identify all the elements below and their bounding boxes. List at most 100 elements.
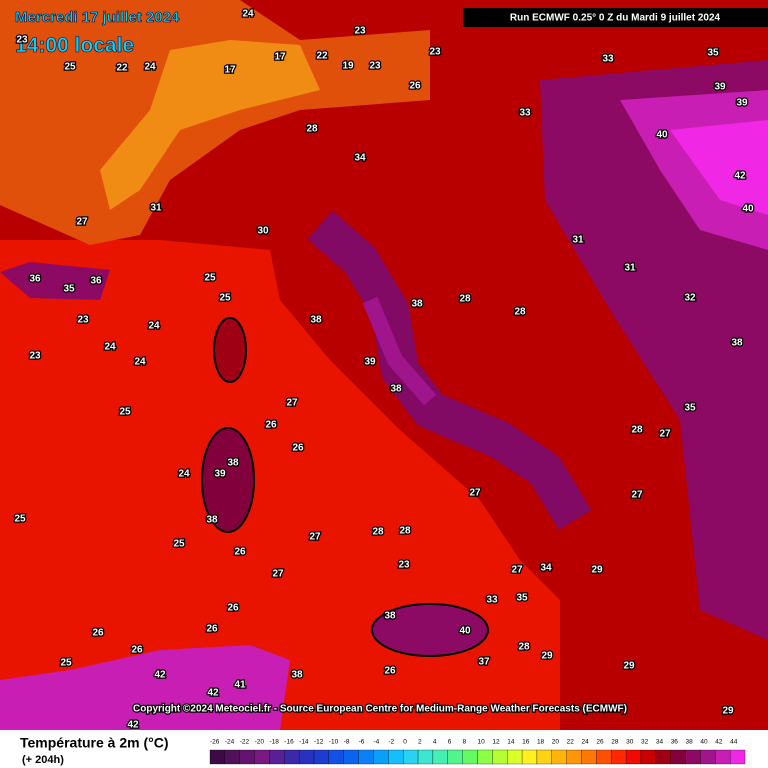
scale-label: 24 (582, 739, 590, 746)
scale-label: -2 (388, 739, 394, 746)
scale-label: 18 (537, 739, 545, 746)
temperature-label: 38 (384, 611, 396, 622)
temperature-label: 24 (144, 62, 156, 73)
scale-swatch (299, 749, 315, 765)
scale-label: -18 (269, 739, 279, 746)
run-box (463, 8, 768, 27)
scale-label: -4 (373, 739, 379, 746)
scale-label: 32 (641, 739, 649, 746)
temperature-label: 26 (409, 81, 421, 92)
scale-swatch (239, 749, 255, 765)
temperature-label: 38 (206, 515, 218, 526)
scale-swatch (358, 749, 374, 765)
scale-swatch (640, 749, 656, 765)
temperature-label: 31 (150, 203, 162, 214)
scale-label: 0 (403, 739, 407, 746)
scale-label: 44 (730, 739, 738, 746)
scale-swatch (536, 749, 552, 765)
temperature-label: 29 (623, 661, 635, 672)
scale-label: -20 (255, 739, 265, 746)
scale-label: -10 (329, 739, 339, 746)
scale-label: 40 (700, 739, 708, 746)
temperature-label: 42 (127, 720, 139, 731)
scale-swatch (477, 749, 493, 765)
scale-swatch (551, 749, 567, 765)
temperature-label: 40 (459, 626, 471, 637)
temperature-label: 33 (486, 595, 498, 606)
temperature-label: 30 (257, 226, 269, 237)
temperature-label: 39 (714, 82, 726, 93)
temperature-label: 27 (76, 217, 88, 228)
scale-label: -12 (314, 739, 324, 746)
temperature-label: 25 (60, 658, 72, 669)
temperature-label: 26 (234, 547, 246, 558)
west-mountains (0, 262, 110, 300)
temperature-label: 41 (234, 680, 246, 691)
temperature-label: 28 (399, 526, 411, 537)
temperature-label: 39 (736, 98, 748, 109)
scale-label: 10 (478, 739, 486, 746)
temperature-label: 28 (459, 294, 471, 305)
temperature-label: 27 (272, 569, 284, 580)
scale-swatch (209, 749, 226, 765)
temperature-label: 36 (90, 276, 102, 287)
temperature-label: 31 (572, 235, 584, 246)
temperature-label: 29 (591, 565, 603, 576)
temperature-label: 34 (354, 153, 366, 164)
scale-label: 34 (656, 739, 664, 746)
scale-swatch (269, 749, 285, 765)
temperature-label: 25 (219, 293, 231, 304)
temperature-label: 35 (63, 284, 75, 295)
temperature-label: 34 (540, 563, 552, 574)
scale-label: 42 (715, 739, 723, 746)
scale-swatch (462, 749, 478, 765)
temperature-labels: 24 23 23 23 25 22 24 17 17 22 19 23 26 33 35 39 39 40 42 40… (13, 7, 755, 732)
temperature-label: 29 (541, 651, 553, 662)
scale-label: 4 (433, 739, 437, 746)
temperature-label: 26 (206, 624, 218, 635)
scale-swatch (313, 749, 330, 765)
temperature-label: 27 (309, 532, 321, 543)
temperature-label: 27 (631, 490, 643, 501)
temperature-label: 28 (372, 527, 384, 538)
run-info: Run ECMWF 0.25° 0 Z du Mardi 9 juillet 2… (510, 13, 721, 24)
scale-swatch (596, 749, 612, 765)
temperature-label: 36 (29, 274, 41, 285)
scale-swatch (403, 749, 419, 765)
scale-label: 8 (463, 739, 467, 746)
temperature-label: 23 (429, 47, 441, 58)
temperature-label: 23 (369, 61, 381, 72)
temperature-label: 40 (656, 130, 668, 141)
scale-swatch (328, 749, 344, 765)
temperature-label: 23 (398, 560, 410, 571)
sicily (371, 603, 489, 657)
scale-swatch (625, 749, 642, 765)
scale-swatch (655, 749, 671, 765)
temperature-label: 39 (364, 357, 376, 368)
apennines-hot (362, 296, 437, 406)
scale-label: 2 (418, 739, 422, 746)
scale-label: 28 (611, 739, 619, 746)
scale-swatch (343, 749, 359, 765)
scale-swatch (254, 749, 270, 765)
scale-label: -26 (210, 739, 220, 746)
balkans-hottest (670, 120, 768, 215)
scale-swatch (388, 749, 404, 765)
scale-label: 30 (626, 739, 634, 746)
scale-swatch (700, 749, 716, 765)
temperature-label: 33 (519, 108, 531, 119)
scale-label: 14 (507, 739, 515, 746)
scale-label: 22 (567, 739, 575, 746)
scale-swatch (670, 749, 686, 765)
scale-label: 26 (596, 739, 604, 746)
temperature-label: 38 (411, 299, 423, 310)
temperature-label: 33 (602, 54, 614, 65)
date: Mercredi 17 juillet 2024 (15, 9, 180, 26)
scale-swatch (373, 749, 389, 765)
temperature-label: 38 (731, 338, 743, 349)
temperature-label: 22 (316, 51, 328, 62)
temperature-label: 23 (29, 351, 41, 362)
temperature-label: 37 (478, 657, 490, 668)
scale-swatch (685, 749, 701, 765)
